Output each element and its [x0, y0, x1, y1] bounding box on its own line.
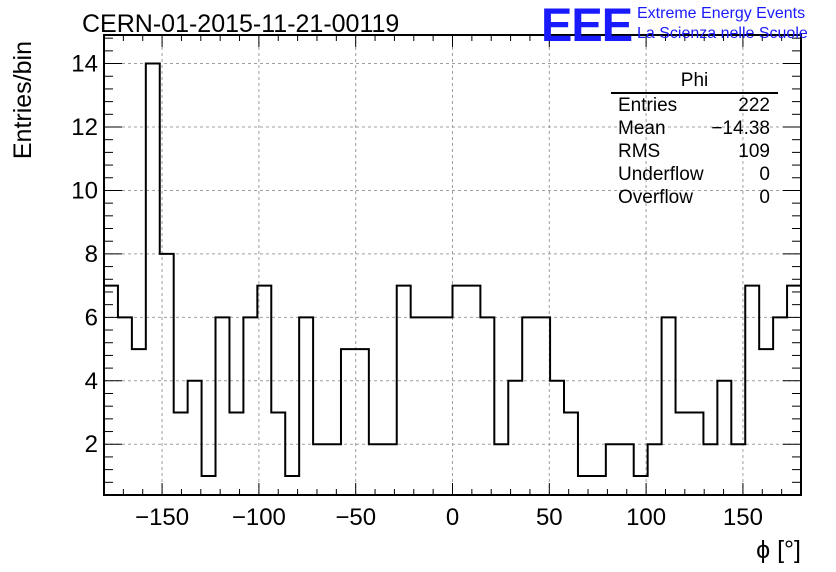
chart-title: CERN-01-2015-11-21-00119 — [82, 10, 400, 38]
stats-label: Mean — [618, 118, 666, 139]
stats-title: Phi — [611, 70, 778, 94]
y-tick-label: 12 — [71, 114, 98, 141]
stats-label: Underflow — [618, 164, 704, 185]
stats-row: RMS 109 — [611, 140, 778, 163]
x-tick-label: 150 — [723, 504, 763, 531]
x-tick-label: −100 — [232, 504, 286, 531]
x-tick-label: −150 — [135, 504, 189, 531]
y-tick-label: 14 — [71, 51, 98, 78]
stats-label: Entries — [618, 95, 678, 116]
logo-line-2: La Scienza nelle Scuole — [637, 25, 808, 42]
logo-line-1: Extreme Energy Events — [637, 5, 806, 22]
x-tick-label: 50 — [536, 504, 563, 531]
eee-logo: EEE — [541, 0, 633, 51]
histogram-step-line — [104, 62, 801, 477]
stats-value: −14.38 — [711, 118, 770, 139]
y-tick-label: 2 — [85, 431, 98, 458]
x-tick-label: −50 — [335, 504, 376, 531]
logo-caption: Extreme Energy Events La Scienza nelle S… — [637, 4, 808, 44]
x-tick-label: 100 — [626, 504, 666, 531]
stats-row: Entries 222 — [611, 94, 778, 117]
stats-row: Underflow 0 — [611, 163, 778, 186]
stats-value: 222 — [738, 95, 770, 116]
tick-labels: −150 −100 −50 0 50 100 150 2 4 6 8 10 12 14 — [71, 51, 763, 531]
y-axis-label: Entries/bin — [9, 41, 37, 159]
stats-label: RMS — [618, 141, 661, 162]
axis-ticks — [103, 35, 802, 496]
stats-value: 0 — [759, 164, 770, 185]
x-tick-label: 0 — [446, 504, 459, 531]
y-tick-label: 10 — [71, 177, 98, 204]
stats-value: 0 — [759, 187, 770, 208]
stats-label: Overflow — [618, 187, 693, 208]
x-axis-label: ϕ [°] — [756, 536, 801, 564]
y-tick-label: 8 — [85, 241, 98, 268]
y-tick-label: 4 — [85, 368, 98, 395]
stats-box: Phi Entries 222 Mean −14.38 RMS 109 Underfl… — [611, 70, 778, 209]
stats-row: Overflow 0 — [611, 186, 778, 209]
stats-value: 109 — [738, 141, 770, 162]
y-tick-label: 6 — [85, 304, 98, 331]
stats-row: Mean −14.38 — [611, 117, 778, 140]
